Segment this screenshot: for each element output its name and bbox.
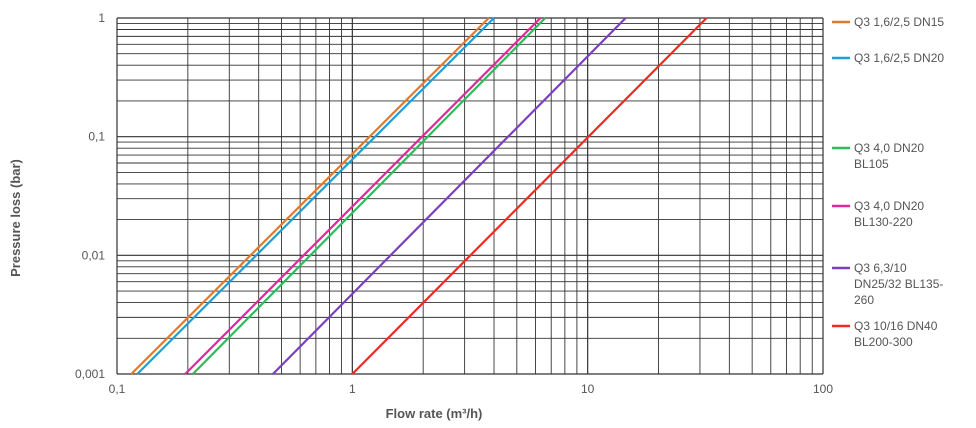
series-lines bbox=[130, 17, 708, 375]
series-line-1 bbox=[130, 17, 490, 375]
y-tick-label: 0,1 bbox=[88, 130, 105, 144]
y-tick-label: 0,01 bbox=[82, 248, 106, 262]
legend-label-5: 260 bbox=[854, 293, 874, 307]
legend-label-6: BL200-300 bbox=[854, 335, 913, 349]
tick-labels: 0,1 1 10 100 0,001 0,01 0,1 1 bbox=[75, 11, 833, 396]
legend-label-5: DN25/32 BL135- bbox=[854, 277, 943, 291]
x-axis-title: Flow rate (m³/h) bbox=[386, 406, 483, 421]
legend-label-4: BL130-220 bbox=[854, 215, 913, 229]
legend-label-4: Q3 4,0 DN20 bbox=[854, 199, 924, 213]
legend-label-5: Q3 6,3/10 bbox=[854, 261, 907, 275]
series-line-2 bbox=[136, 17, 495, 375]
y-tick-label: 0,001 bbox=[75, 367, 105, 381]
legend: Q3 1,6/2,5 DN15 Q3 1,6/2,5 DN20 Q3 4,0 DN2… bbox=[832, 15, 944, 349]
x-tick-label: 100 bbox=[813, 382, 833, 396]
series-line-5 bbox=[272, 17, 627, 375]
x-tick-label: 0,1 bbox=[109, 382, 126, 396]
series-line-4 bbox=[184, 17, 542, 375]
legend-label-1: Q3 1,6/2,5 DN15 bbox=[854, 15, 944, 29]
x-tick-label: 10 bbox=[581, 382, 595, 396]
legend-label-3: BL105 bbox=[854, 157, 889, 171]
legend-label-6: Q3 10/16 DN40 bbox=[854, 319, 938, 333]
legend-label-2: Q3 1,6/2,5 DN20 bbox=[854, 51, 944, 65]
y-tick-label: 1 bbox=[98, 11, 105, 25]
grid bbox=[116, 17, 824, 375]
series-line-6 bbox=[351, 17, 708, 375]
x-tick-label: 1 bbox=[349, 382, 356, 396]
series-line-3 bbox=[192, 17, 546, 375]
y-axis-title: Pressure loss (bar) bbox=[8, 159, 23, 277]
legend-label-3: Q3 4,0 DN20 bbox=[854, 141, 924, 155]
